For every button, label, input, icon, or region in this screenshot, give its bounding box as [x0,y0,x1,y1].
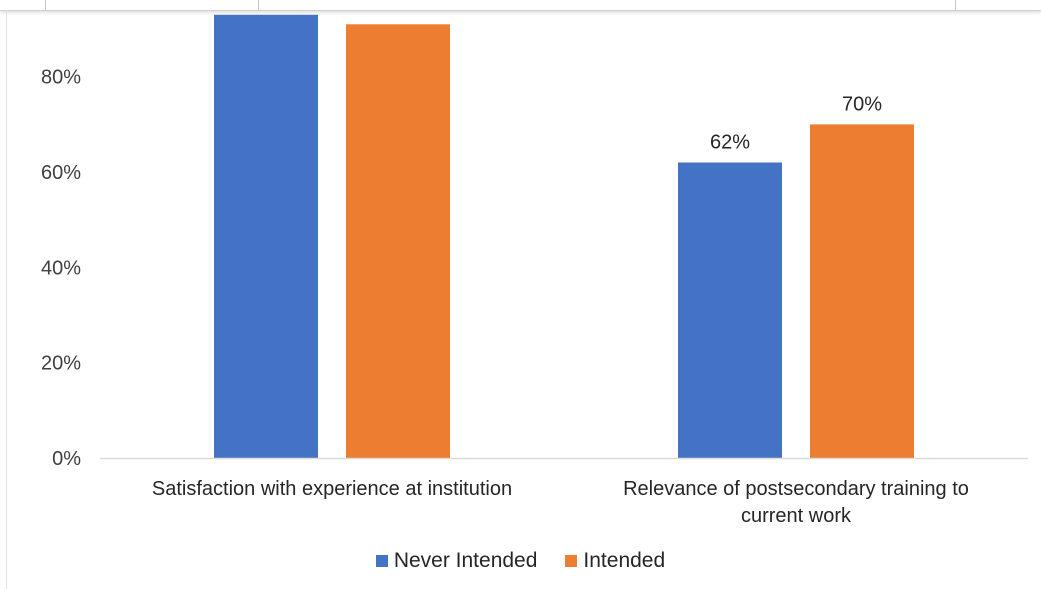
bar-intended-1 [346,24,450,458]
bar-never-intended-1 [214,14,318,458]
y-axis-ticks: 0% 20% 40% 60% 80% [41,67,81,470]
data-label-intended-2: 70% [842,93,882,115]
top-frame-border [0,0,1041,11]
x-axis-category-labels: Satisfaction with experience at institut… [152,478,969,527]
legend-swatch-intended [565,555,578,567]
y-tick-label-0: 0% [52,448,81,470]
bar-never-intended-2 [678,162,782,459]
legend-label-intended: Intended [583,549,666,572]
category-label-1-line-1: Satisfaction with experience at institut… [152,478,512,500]
category-label-2-line-2: current work [741,505,852,527]
bars-group [214,14,914,459]
legend-swatch-never-intended [375,555,388,567]
legend-label-never-intended: Never Intended [393,549,538,572]
category-label-2-line-1: Relevance of postsecondary training to [623,478,969,500]
y-tick-label-60: 60% [41,162,81,184]
legend-item-never-intended: Never Intended [375,549,538,573]
frame-divider [955,0,956,10]
bar-chart: 0% 20% 40% 60% 80% Satisfaction with experie… [41,14,1028,527]
legend: Never Intended Intended [0,546,1041,576]
frame-divider [45,0,46,10]
frame-divider [258,0,259,10]
data-labels-group: 62% 70% [710,93,882,153]
legend-item-intended: Intended [565,549,665,573]
data-label-never-intended-2: 62% [710,132,750,154]
y-tick-label-20: 20% [41,353,81,375]
bar-intended-2 [810,124,914,458]
y-tick-label-80: 80% [41,67,81,89]
left-frame-border [6,10,7,589]
y-tick-label-40: 40% [41,257,81,279]
